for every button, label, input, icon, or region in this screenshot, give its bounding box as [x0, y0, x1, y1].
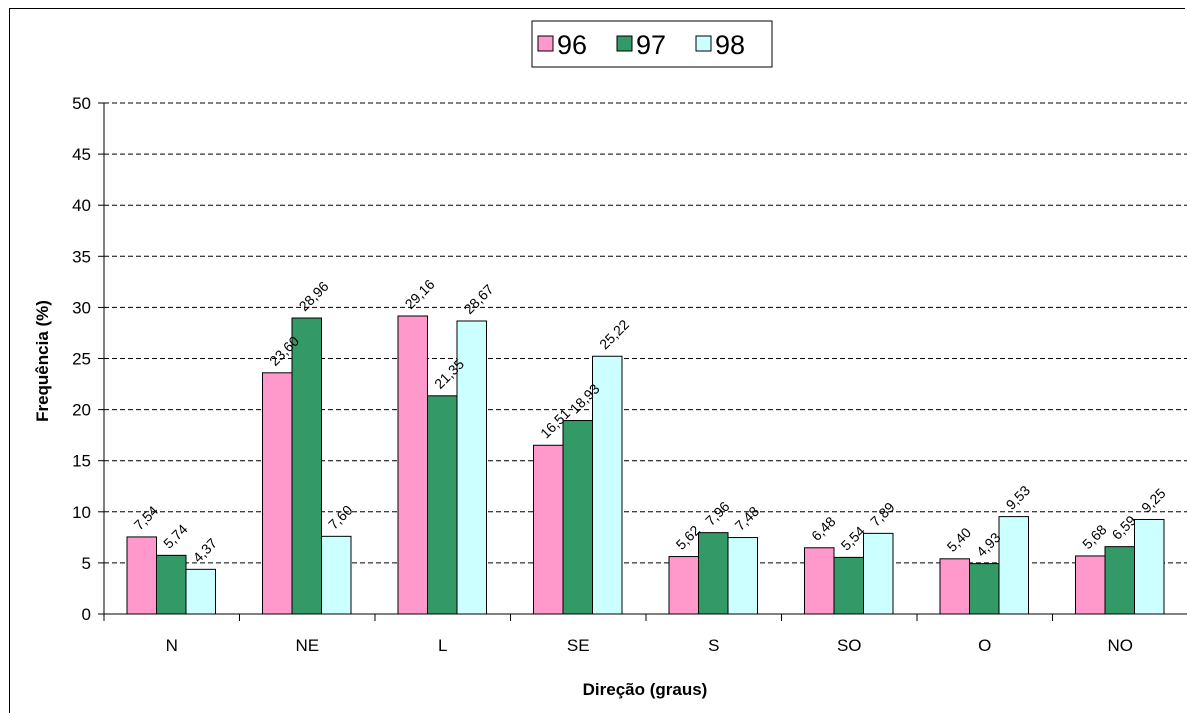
y-tick-label: 45 [72, 145, 91, 164]
legend-label-97: 97 [636, 30, 666, 60]
data-label: 7,89 [867, 499, 898, 530]
bar-96 [1075, 555, 1106, 615]
y-tick-labels: 0 5 10 15 20 25 30 35 40 45 50 [72, 94, 91, 624]
bar-98 [592, 355, 623, 615]
bar-98 [321, 535, 352, 615]
data-label: 9,25 [1138, 485, 1169, 516]
x-tick-label: SE [567, 636, 590, 655]
bar-96 [397, 315, 428, 615]
bar-96 [804, 547, 835, 615]
y-tick-label: 15 [72, 452, 91, 471]
bar-97 [427, 395, 458, 615]
y-tick-label: 25 [72, 350, 91, 369]
data-label: 29,16 [402, 276, 438, 312]
y-tick-label: 5 [82, 554, 91, 573]
data-label: 7,96 [702, 498, 733, 529]
y-tick-label: 35 [72, 247, 91, 266]
chart-frame [9, 8, 1185, 713]
legend: 96 97 98 [531, 20, 773, 68]
data-label: 4,37 [190, 535, 221, 566]
legend-swatch-98 [695, 35, 712, 52]
y-tick-label: 20 [72, 401, 91, 420]
bar-96 [262, 372, 293, 615]
data-label: 28,96 [296, 278, 332, 314]
bar-98 [727, 537, 758, 615]
y-axis-title: Frequência (%) [33, 300, 52, 422]
y-tick-label: 40 [72, 196, 91, 215]
legend-label-96: 96 [557, 30, 587, 60]
y-tick-label: 0 [82, 605, 91, 624]
bar-98 [185, 568, 216, 615]
bar-98 [1134, 518, 1165, 615]
bar-97 [562, 420, 593, 615]
bar-97 [1104, 546, 1135, 615]
bars [126, 315, 1165, 615]
x-axis-title: Direção (graus) [583, 680, 708, 699]
bar-97 [291, 317, 322, 615]
axes [98, 102, 1187, 621]
legend-box [531, 20, 773, 68]
bar-98 [456, 320, 487, 615]
bar-97 [156, 554, 187, 615]
legend-swatch-96 [537, 35, 554, 52]
bar-96 [939, 558, 970, 615]
bar-96 [668, 556, 699, 615]
bar-97 [969, 563, 1000, 615]
data-label: 5,74 [160, 521, 191, 552]
data-label: 5,40 [944, 524, 975, 555]
data-label: 7,48 [732, 503, 763, 534]
x-tick-label: O [978, 636, 991, 655]
y-tick-label: 10 [72, 503, 91, 522]
data-label: 7,60 [325, 502, 356, 533]
bar-97 [833, 556, 864, 615]
x-tick-label: NO [1108, 636, 1134, 655]
bar-96 [126, 536, 157, 615]
data-label: 25,22 [596, 316, 632, 352]
bar-96 [533, 444, 564, 615]
legend-swatch-97 [616, 35, 633, 52]
legend-label-98: 98 [715, 30, 745, 60]
data-label: 7,54 [131, 502, 162, 533]
y-tick-label: 50 [72, 94, 91, 113]
x-tick-labels: N NE L SE S SO O NO [166, 636, 1133, 655]
x-tick-label: N [166, 636, 178, 655]
x-tick-label: SO [837, 636, 862, 655]
data-label: 6,48 [808, 513, 839, 544]
y-tick-label: 30 [72, 298, 91, 317]
x-tick-label: L [438, 636, 447, 655]
data-label: 9,53 [1003, 482, 1034, 513]
x-tick-label: NE [295, 636, 319, 655]
bar-98 [863, 532, 894, 615]
data-label: 28,67 [461, 281, 497, 317]
bar-98 [998, 516, 1029, 615]
bar-97 [698, 532, 729, 615]
x-tick-label: S [708, 636, 719, 655]
